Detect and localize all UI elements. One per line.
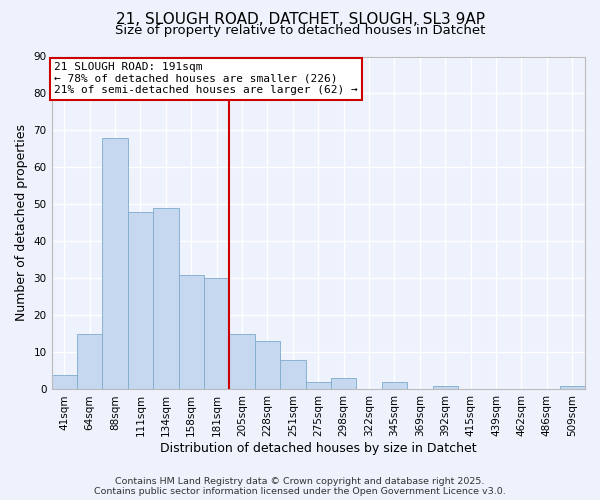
Bar bbox=[280, 360, 305, 390]
Bar bbox=[52, 374, 77, 390]
Text: Size of property relative to detached houses in Datchet: Size of property relative to detached ho… bbox=[115, 24, 485, 37]
Bar bbox=[77, 334, 103, 390]
Text: 21 SLOUGH ROAD: 191sqm
← 78% of detached houses are smaller (226)
21% of semi-de: 21 SLOUGH ROAD: 191sqm ← 78% of detached… bbox=[54, 62, 358, 95]
Bar bbox=[204, 278, 229, 390]
Bar bbox=[560, 386, 585, 390]
Bar bbox=[103, 138, 128, 390]
Bar bbox=[433, 386, 458, 390]
Text: 21, SLOUGH ROAD, DATCHET, SLOUGH, SL3 9AP: 21, SLOUGH ROAD, DATCHET, SLOUGH, SL3 9A… bbox=[115, 12, 485, 28]
Text: Contains HM Land Registry data © Crown copyright and database right 2025.
Contai: Contains HM Land Registry data © Crown c… bbox=[94, 476, 506, 496]
Bar bbox=[128, 212, 153, 390]
Bar bbox=[229, 334, 255, 390]
X-axis label: Distribution of detached houses by size in Datchet: Distribution of detached houses by size … bbox=[160, 442, 476, 455]
Bar bbox=[331, 378, 356, 390]
Bar bbox=[382, 382, 407, 390]
Bar bbox=[179, 275, 204, 390]
Y-axis label: Number of detached properties: Number of detached properties bbox=[15, 124, 28, 322]
Bar bbox=[305, 382, 331, 390]
Bar bbox=[255, 342, 280, 390]
Bar bbox=[153, 208, 179, 390]
